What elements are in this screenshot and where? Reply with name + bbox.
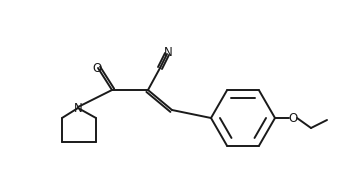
Text: O: O bbox=[92, 62, 102, 75]
Text: N: N bbox=[164, 46, 172, 59]
Text: N: N bbox=[74, 101, 82, 114]
Text: O: O bbox=[289, 111, 298, 124]
